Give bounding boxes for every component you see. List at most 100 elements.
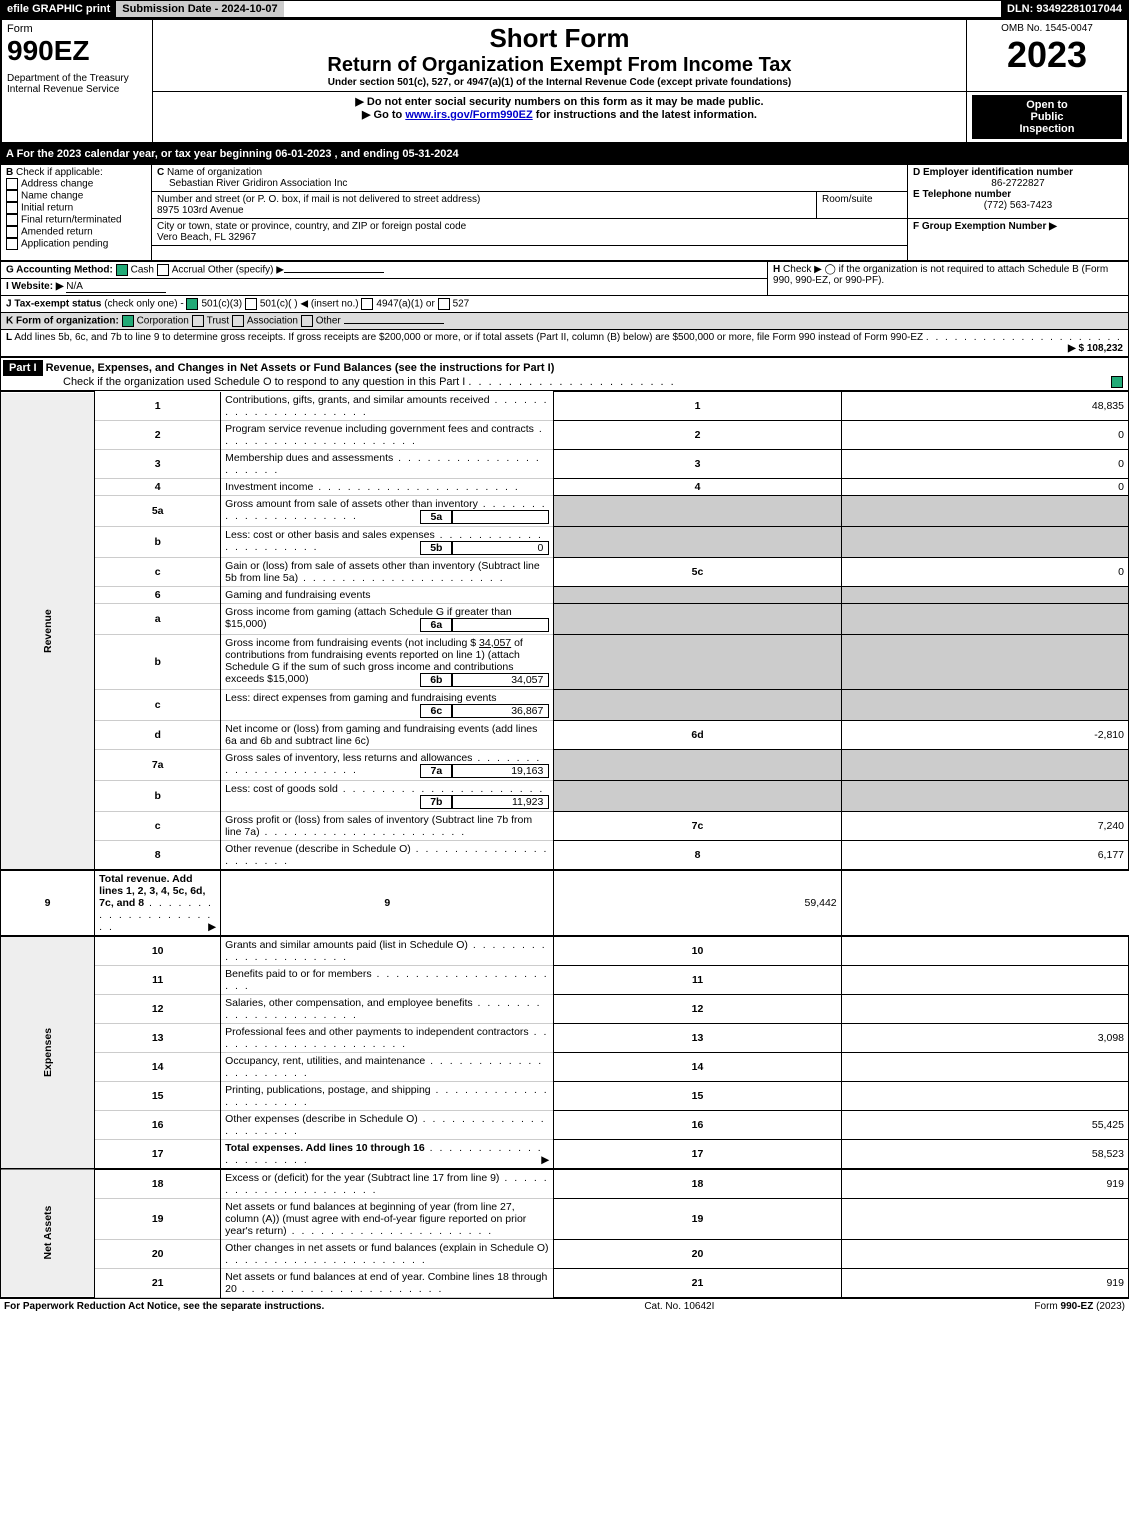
chk-name-change[interactable]	[6, 190, 18, 202]
chk-application-pending[interactable]	[6, 238, 18, 250]
g-label: G Accounting Method:	[6, 265, 113, 276]
line-18-val: 919	[841, 1169, 1128, 1199]
part-i-title: Revenue, Expenses, and Changes in Net As…	[46, 362, 555, 374]
line-5b-val: 0	[452, 541, 549, 555]
chk-final-return[interactable]	[6, 214, 18, 226]
goto-line: ▶ Go to www.irs.gov/Form990EZ for instru…	[158, 108, 961, 121]
c-name-label: Name of organization	[167, 167, 262, 178]
chk-accrual[interactable]	[157, 264, 169, 276]
main-title: Return of Organization Exempt From Incom…	[158, 54, 961, 77]
l-label: L	[6, 332, 12, 343]
phone: (772) 563-7423	[913, 200, 1123, 211]
submission-date: Submission Date - 2024-10-07	[116, 1, 283, 17]
part-i-header-row: Part I Revenue, Expenses, and Changes in…	[0, 357, 1129, 391]
chk-initial-return[interactable]	[6, 202, 18, 214]
b-text: Check if applicable:	[16, 167, 103, 178]
line-5a-val	[452, 510, 549, 524]
line-7a-val: 19,163	[452, 764, 549, 778]
line-7c-val: 7,240	[841, 811, 1128, 840]
lines-table: Revenue 1 Contributions, gifts, grants, …	[0, 391, 1129, 1298]
chk-address-change[interactable]	[6, 178, 18, 190]
form-ref: Form 990-EZ (2023)	[1034, 1301, 1125, 1312]
chk-schedule-o[interactable]	[1111, 376, 1123, 388]
line-3-val: 0	[841, 449, 1128, 478]
chk-501c[interactable]	[245, 298, 257, 310]
chk-trust[interactable]	[192, 315, 204, 327]
line-6d-val: -2,810	[841, 720, 1128, 749]
line-5c-val: 0	[841, 557, 1128, 586]
h-label: H	[773, 264, 780, 275]
omb-number: OMB No. 1545-0047	[972, 23, 1122, 34]
revenue-label: Revenue	[1, 392, 95, 870]
chk-other-org[interactable]	[301, 315, 313, 327]
c-street-label: Number and street (or P. O. box, if mail…	[157, 194, 480, 205]
irs-link[interactable]: www.irs.gov/Form990EZ	[405, 109, 532, 121]
c-city-label: City or town, state or province, country…	[157, 221, 466, 232]
line-10-val	[841, 936, 1128, 966]
ghijkl-block: G Accounting Method: Cash Accrual Other …	[0, 261, 1129, 357]
line-6c-val: 36,867	[452, 704, 549, 718]
line-12-val	[841, 994, 1128, 1023]
line-a: A For the 2023 calendar year, or tax yea…	[0, 144, 1129, 164]
line-1-val: 48,835	[841, 392, 1128, 421]
chk-amended-return[interactable]	[6, 226, 18, 238]
cat-no: Cat. No. 10642I	[644, 1301, 714, 1312]
line-2-val: 0	[841, 420, 1128, 449]
org-name: Sebastian River Gridiron Association Inc	[157, 178, 347, 189]
e-label: E Telephone number	[913, 189, 1123, 200]
line-13-val: 3,098	[841, 1023, 1128, 1052]
netassets-label: Net Assets	[1, 1169, 95, 1298]
line-21-val: 919	[841, 1268, 1128, 1297]
part-i-check-line: Check if the organization used Schedule …	[3, 376, 465, 388]
chk-4947[interactable]	[361, 298, 373, 310]
line-19-val	[841, 1198, 1128, 1239]
irs-label: Internal Revenue Service	[7, 84, 147, 95]
line-4-val: 0	[841, 478, 1128, 495]
line-17-val: 58,523	[841, 1139, 1128, 1169]
line-8-val: 6,177	[841, 840, 1128, 870]
website: N/A	[66, 281, 166, 293]
line-6a-val	[452, 618, 549, 632]
line-9-val: 59,442	[554, 870, 841, 936]
short-form-title: Short Form	[158, 23, 961, 54]
form-header: Form 990EZ Department of the Treasury In…	[0, 18, 1129, 144]
subtitle: Under section 501(c), 527, or 4947(a)(1)…	[158, 77, 961, 88]
other-specify[interactable]	[284, 272, 384, 273]
top-bar: efile GRAPHIC print Submission Date - 20…	[0, 0, 1129, 18]
line-16-val: 55,425	[841, 1110, 1128, 1139]
chk-527[interactable]	[438, 298, 450, 310]
chk-501c3[interactable]	[186, 298, 198, 310]
form-label: Form	[7, 23, 147, 35]
dept-treasury: Department of the Treasury	[7, 73, 147, 84]
room-suite-label: Room/suite	[817, 192, 908, 219]
form-number: 990EZ	[7, 35, 147, 67]
part-i-label: Part I	[3, 360, 43, 376]
paperwork-notice: For Paperwork Reduction Act Notice, see …	[4, 1301, 324, 1312]
l-val: ▶ $ 108,232	[1068, 343, 1123, 354]
expenses-label: Expenses	[1, 936, 95, 1169]
j-label: J Tax-exempt status	[6, 299, 101, 310]
efile-label[interactable]: efile GRAPHIC print	[1, 1, 116, 17]
l-text: Add lines 5b, 6c, and 7b to line 9 to de…	[14, 332, 923, 343]
tax-year: 2023	[972, 34, 1122, 76]
info-block: B Check if applicable: Address change Na…	[0, 164, 1129, 261]
chk-corporation[interactable]	[122, 315, 134, 327]
open-to-public: Open to Public Inspection	[972, 95, 1122, 139]
chk-cash[interactable]	[116, 264, 128, 276]
k-label: K Form of organization:	[6, 316, 119, 327]
ssn-warning: ▶ Do not enter social security numbers o…	[158, 95, 961, 108]
h-text: Check ▶ ◯ if the organization is not req…	[773, 264, 1108, 286]
chk-association[interactable]	[232, 315, 244, 327]
footer: For Paperwork Reduction Act Notice, see …	[0, 1298, 1129, 1314]
line-15-val	[841, 1081, 1128, 1110]
f-label: F Group Exemption Number ▶	[913, 221, 1123, 232]
ein: 86-2722827	[913, 178, 1123, 189]
other-org-specify[interactable]	[344, 323, 444, 324]
dln: DLN: 93492281017044	[1001, 1, 1128, 17]
b-label: B	[6, 167, 13, 178]
line-7b-val: 11,923	[452, 795, 549, 809]
line-6b-val: 34,057	[452, 673, 549, 687]
org-street: 8975 103rd Avenue	[157, 205, 244, 216]
line-14-val	[841, 1052, 1128, 1081]
line-11-val	[841, 965, 1128, 994]
